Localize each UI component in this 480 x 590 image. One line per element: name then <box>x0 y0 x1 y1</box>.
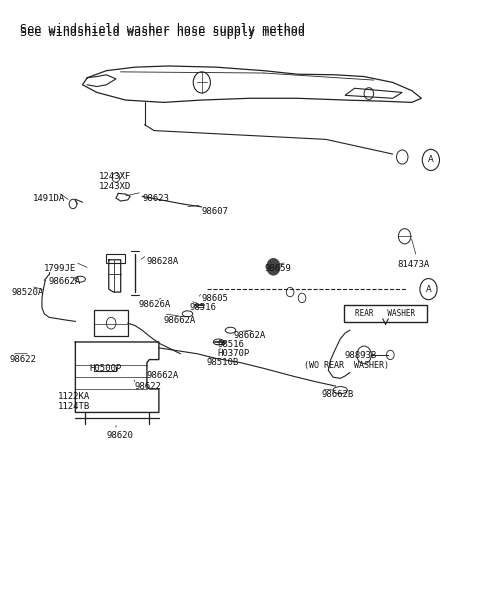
Text: 98659: 98659 <box>265 264 292 273</box>
Text: See windshield washer hose supply method: See windshield washer hose supply method <box>21 23 305 36</box>
Text: 1122KA
1124TB: 1122KA 1124TB <box>58 392 90 411</box>
Text: A: A <box>428 155 434 165</box>
Text: 1243XF
1243XD: 1243XF 1243XD <box>99 172 132 191</box>
Text: 98622: 98622 <box>10 355 37 364</box>
Text: 98516: 98516 <box>217 340 244 349</box>
Bar <box>95 310 128 336</box>
Text: 98622: 98622 <box>134 382 161 391</box>
Text: A: A <box>426 284 432 294</box>
Text: 98605: 98605 <box>202 294 228 303</box>
Text: 98628A: 98628A <box>147 257 179 266</box>
Text: 98662B: 98662B <box>321 390 353 399</box>
Text: 98516: 98516 <box>190 303 217 312</box>
Text: 98520A: 98520A <box>12 288 44 297</box>
Bar <box>107 254 124 263</box>
Circle shape <box>266 258 281 276</box>
Text: 1799JE: 1799JE <box>44 264 77 273</box>
Text: 98607: 98607 <box>202 207 228 216</box>
Text: See windshield washer hose supply method: See windshield washer hose supply method <box>21 26 305 39</box>
Text: (WO REAR  WASHER): (WO REAR WASHER) <box>304 361 389 371</box>
Text: H0500P: H0500P <box>90 364 122 373</box>
Text: H0370P: H0370P <box>217 349 249 358</box>
Text: 1491DA: 1491DA <box>33 194 65 203</box>
Text: 81473A: 81473A <box>397 260 430 269</box>
Text: REAR   WASHER: REAR WASHER <box>356 309 416 317</box>
Text: 98662A: 98662A <box>234 332 266 340</box>
Text: 98510B: 98510B <box>206 358 239 368</box>
Text: 98626A: 98626A <box>139 300 171 309</box>
Text: 98623: 98623 <box>142 194 169 203</box>
Text: 98662A: 98662A <box>147 371 179 381</box>
Text: 98662A: 98662A <box>164 316 196 325</box>
Text: 98620: 98620 <box>107 431 133 440</box>
Text: 98662A: 98662A <box>48 277 81 286</box>
Text: 98893B: 98893B <box>344 351 376 360</box>
